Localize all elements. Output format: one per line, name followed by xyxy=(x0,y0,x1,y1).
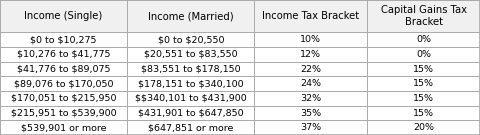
Text: 15%: 15% xyxy=(413,109,434,117)
Bar xyxy=(367,32,480,47)
Bar xyxy=(254,47,367,62)
Text: 22%: 22% xyxy=(300,65,321,74)
Bar xyxy=(367,91,480,106)
Bar xyxy=(0,106,127,120)
Bar xyxy=(127,0,254,32)
Bar xyxy=(127,62,254,76)
Text: 12%: 12% xyxy=(300,50,321,59)
Bar xyxy=(0,120,127,135)
Bar xyxy=(0,47,127,62)
Bar xyxy=(127,120,254,135)
Text: Income Tax Bracket: Income Tax Bracket xyxy=(262,11,360,21)
Text: 10%: 10% xyxy=(300,35,321,44)
Bar xyxy=(254,106,367,120)
Bar xyxy=(367,62,480,76)
Text: $178,151 to $340,100: $178,151 to $340,100 xyxy=(138,79,244,88)
Bar xyxy=(127,106,254,120)
Text: 15%: 15% xyxy=(413,79,434,88)
Text: $539,901 or more: $539,901 or more xyxy=(21,123,107,132)
Text: Income (Married): Income (Married) xyxy=(148,11,234,21)
Text: 0%: 0% xyxy=(416,35,431,44)
Bar xyxy=(0,32,127,47)
Text: Income (Single): Income (Single) xyxy=(24,11,103,21)
Bar xyxy=(254,120,367,135)
Text: $0 to $20,550: $0 to $20,550 xyxy=(157,35,224,44)
Bar xyxy=(127,91,254,106)
Text: $431,901 to $647,850: $431,901 to $647,850 xyxy=(138,109,244,117)
Bar xyxy=(127,32,254,47)
Text: 15%: 15% xyxy=(413,65,434,74)
Text: 20%: 20% xyxy=(413,123,434,132)
Bar xyxy=(254,76,367,91)
Text: 0%: 0% xyxy=(416,50,431,59)
Text: 37%: 37% xyxy=(300,123,322,132)
Text: Capital Gains Tax
Bracket: Capital Gains Tax Bracket xyxy=(381,5,467,27)
Text: 32%: 32% xyxy=(300,94,322,103)
Text: 24%: 24% xyxy=(300,79,321,88)
Bar xyxy=(254,62,367,76)
Text: $83,551 to $178,150: $83,551 to $178,150 xyxy=(141,65,240,74)
Bar xyxy=(127,47,254,62)
Bar xyxy=(0,62,127,76)
Text: $647,851 or more: $647,851 or more xyxy=(148,123,233,132)
Bar xyxy=(0,0,127,32)
Bar xyxy=(127,76,254,91)
Text: $10,276 to $41,775: $10,276 to $41,775 xyxy=(17,50,110,59)
Bar xyxy=(254,91,367,106)
Text: $170,051 to $215,950: $170,051 to $215,950 xyxy=(11,94,116,103)
Bar xyxy=(367,0,480,32)
Bar xyxy=(0,76,127,91)
Text: $89,076 to $170,050: $89,076 to $170,050 xyxy=(14,79,113,88)
Bar xyxy=(367,47,480,62)
Text: $20,551 to $83,550: $20,551 to $83,550 xyxy=(144,50,238,59)
Text: $215,951 to $539,900: $215,951 to $539,900 xyxy=(11,109,117,117)
Text: 35%: 35% xyxy=(300,109,322,117)
Text: $41,776 to $89,075: $41,776 to $89,075 xyxy=(17,65,110,74)
Bar xyxy=(0,91,127,106)
Text: $$340,101 to $431,900: $$340,101 to $431,900 xyxy=(135,94,247,103)
Bar xyxy=(367,106,480,120)
Bar xyxy=(367,76,480,91)
Text: $0 to $10,275: $0 to $10,275 xyxy=(30,35,97,44)
Text: 15%: 15% xyxy=(413,94,434,103)
Bar xyxy=(254,32,367,47)
Bar xyxy=(367,120,480,135)
Bar xyxy=(254,0,367,32)
